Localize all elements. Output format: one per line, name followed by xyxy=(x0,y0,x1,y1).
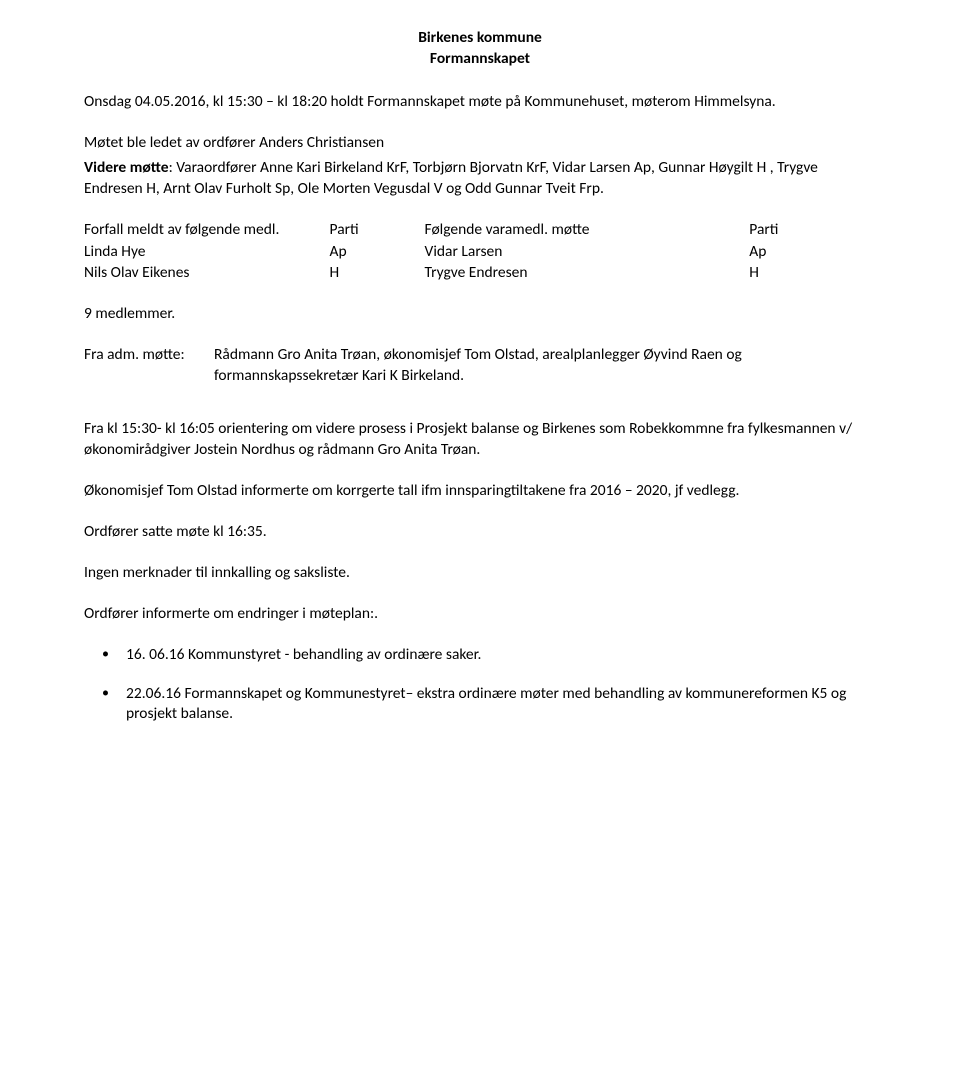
table-cell: Nils Olav Eikenes xyxy=(84,263,330,284)
table-row: Nils Olav Eikenes H Trygve Endresen H xyxy=(84,263,876,284)
table-header-row: Forfall meldt av følgende medl. Parti Fø… xyxy=(84,220,876,243)
col-header: Forfall meldt av følgende medl. xyxy=(84,220,330,243)
table-cell: Vidar Larsen xyxy=(425,242,750,263)
admin-row: Fra adm. møtte: Rådmann Gro Anita Trøan,… xyxy=(84,345,876,387)
intro-paragraph: Onsdag 04.05.2016, kl 15:30 – kl 18:20 h… xyxy=(84,92,876,113)
videre-label: Videre møtte xyxy=(84,158,169,177)
list-item: 22.06.16 Formannskapet og Kommunestyret–… xyxy=(126,684,876,726)
admin-text: Rådmann Gro Anita Trøan, økonomisjef Tom… xyxy=(214,345,876,387)
title-line2: Formannskapet xyxy=(84,49,876,70)
col-header: Følgende varamedl. møtte xyxy=(425,220,750,243)
table-cell: Ap xyxy=(749,242,876,263)
document-page: Birkenes kommune Formannskapet Onsdag 04… xyxy=(0,0,960,783)
table-cell: H xyxy=(749,263,876,284)
list-item: 16. 06.16 Kommunstyret - behandling av o… xyxy=(126,645,876,666)
ingen-merknader-paragraph: Ingen merknader til innkalling og saksli… xyxy=(84,563,876,584)
videre-paragraph: Videre møtte: Varaordfører Anne Kari Bir… xyxy=(84,158,876,200)
col-header: Parti xyxy=(749,220,876,243)
orientering-paragraph: Fra kl 15:30- kl 16:05 orientering om vi… xyxy=(84,419,876,461)
table-cell: Linda Hye xyxy=(84,242,330,263)
title-block: Birkenes kommune Formannskapet xyxy=(84,28,876,70)
table-cell: Trygve Endresen xyxy=(425,263,750,284)
table-cell: Ap xyxy=(330,242,425,263)
bullet-list: 16. 06.16 Kommunstyret - behandling av o… xyxy=(84,645,876,726)
okonomisjef-paragraph: Økonomisjef Tom Olstad informerte om kor… xyxy=(84,481,876,502)
col-header: Parti xyxy=(330,220,425,243)
ordforer-informerte-paragraph: Ordfører informerte om endringer i møtep… xyxy=(84,604,876,625)
members-line: 9 medlemmer. xyxy=(84,304,876,325)
spacer xyxy=(84,409,876,419)
table-cell: H xyxy=(330,263,425,284)
title-line1: Birkenes kommune xyxy=(84,28,876,49)
leader-line: Møtet ble ledet av ordfører Anders Chris… xyxy=(84,133,876,154)
table-row: Linda Hye Ap Vidar Larsen Ap xyxy=(84,242,876,263)
ordforer-satte-paragraph: Ordfører satte møte kl 16:35. xyxy=(84,522,876,543)
admin-label: Fra adm. møtte: xyxy=(84,345,214,387)
videre-text: : Varaordfører Anne Kari Birkeland KrF, … xyxy=(84,158,818,198)
forfall-table: Forfall meldt av følgende medl. Parti Fø… xyxy=(84,220,876,285)
